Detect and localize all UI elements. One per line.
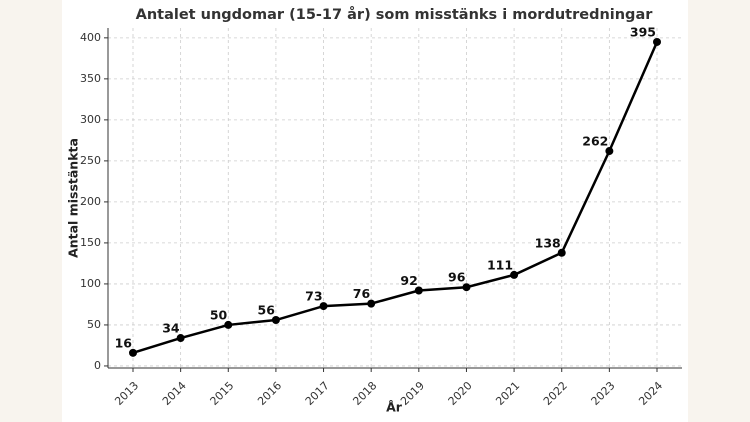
point: [176, 334, 185, 343]
data-label: 73: [305, 289, 322, 304]
data-label: 262: [582, 134, 608, 149]
data-label: 34: [162, 321, 180, 336]
panel: [62, 0, 688, 422]
y-tick-label: 400: [80, 31, 101, 44]
point: [224, 320, 233, 329]
data-label: 50: [210, 307, 228, 322]
y-tick-label: 250: [80, 154, 101, 167]
point: [271, 316, 280, 325]
point: [653, 37, 661, 46]
y-tick-label: 150: [80, 236, 101, 249]
point: [414, 286, 423, 295]
data-label: 56: [258, 303, 276, 318]
point: [557, 248, 566, 257]
data-label: 111: [487, 257, 513, 272]
y-axis-label: Antal misstänkta: [66, 138, 81, 258]
point: [367, 299, 376, 308]
y-tick-label: 200: [80, 195, 101, 208]
y-tick-label: 0: [94, 359, 101, 372]
chart-title: Antalet ungdomar (15-17 år) som misstänk…: [136, 6, 654, 23]
y-tick-label: 50: [87, 318, 101, 331]
data-label: 395: [630, 24, 656, 39]
data-label: 96: [448, 270, 466, 285]
y-tick-label: 300: [80, 113, 101, 126]
y-tick-label: 100: [80, 277, 101, 290]
line: [132, 41, 659, 355]
point: [510, 270, 519, 279]
data-label: 16: [115, 335, 133, 350]
point: [605, 147, 614, 156]
data-label: 138: [535, 235, 561, 250]
x-axis-label: År: [386, 400, 403, 415]
data-label: 76: [353, 286, 371, 301]
point: [319, 302, 328, 311]
data-label: 92: [400, 273, 417, 288]
y-tick-label: 350: [80, 72, 101, 85]
point: [462, 283, 471, 292]
point: [129, 348, 137, 357]
